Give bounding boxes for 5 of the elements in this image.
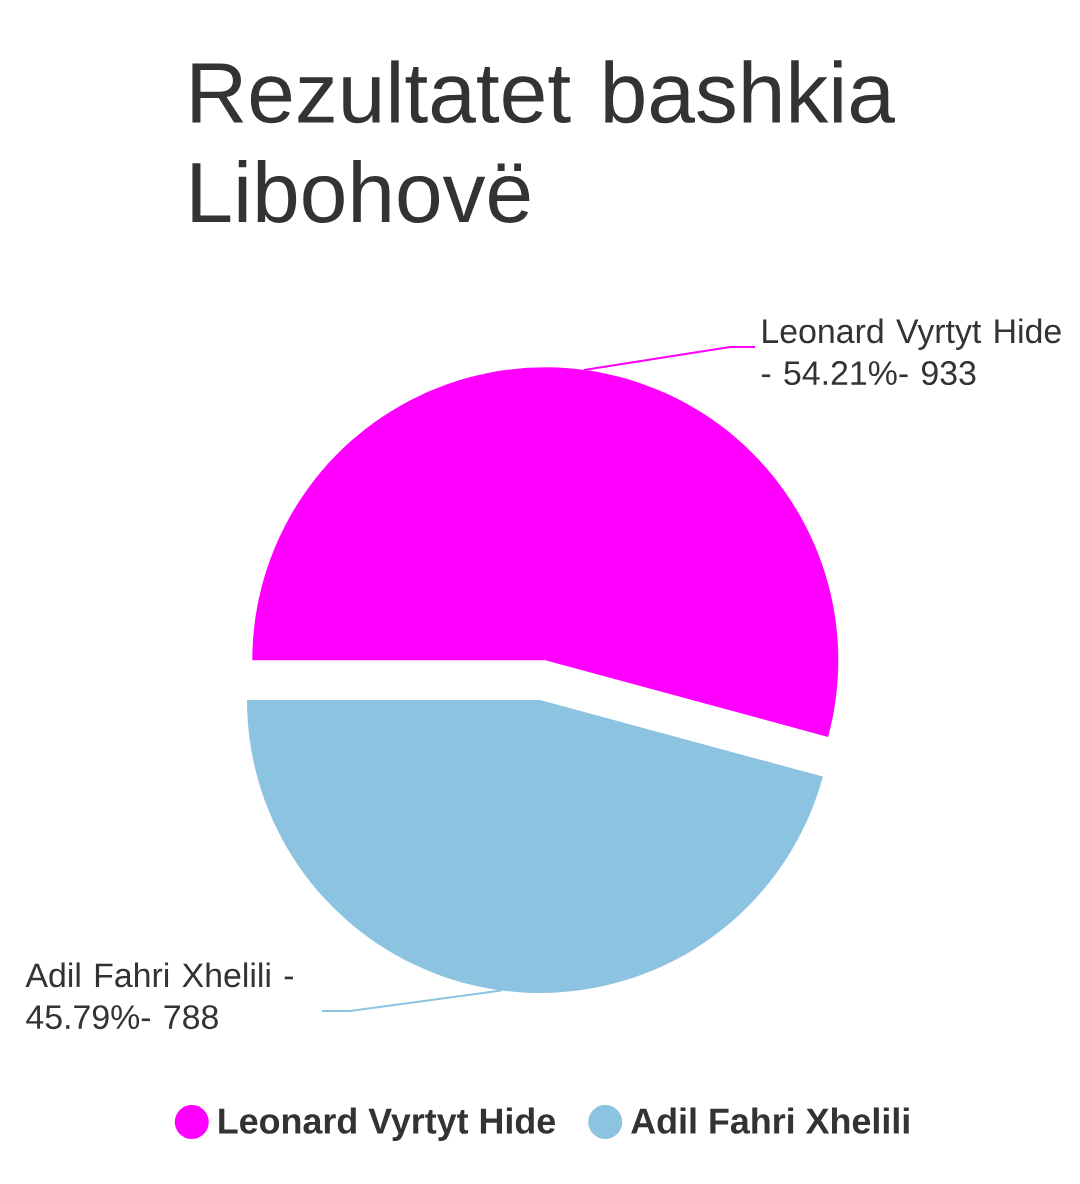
text: Adil Fahri Xhelili - 45.79%- 788 xyxy=(25,962,293,1030)
legend-label: Leonard Vyrtyt Hide xyxy=(219,1107,555,1141)
chart-title: Rezultatet bashkia Libohovë xyxy=(192,60,895,223)
legend-label: Adil Fahri Xhelili xyxy=(631,1107,909,1134)
text: Leonard Vyrtyt Hide - 54.21%- 933 xyxy=(761,318,1061,386)
